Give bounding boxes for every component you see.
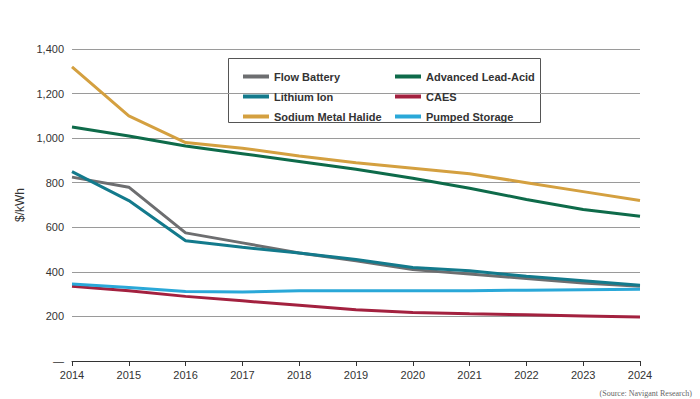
svg-text:Flow Battery: Flow Battery	[274, 71, 341, 83]
svg-text:Pumped Storage: Pumped Storage	[426, 111, 513, 123]
svg-text:Sodium Metal Halide: Sodium Metal Halide	[274, 111, 382, 123]
svg-text:2017: 2017	[230, 369, 254, 381]
svg-text:$/kWh: $/kWh	[13, 188, 27, 222]
svg-text:1,000: 1,000	[36, 132, 64, 144]
svg-text:(Source: Navigant Research): (Source: Navigant Research)	[600, 389, 693, 398]
svg-text:2022: 2022	[514, 369, 538, 381]
svg-text:Advanced Lead-Acid: Advanced Lead-Acid	[426, 71, 535, 83]
svg-text:—: —	[53, 355, 64, 367]
svg-text:Lithium Ion: Lithium Ion	[274, 91, 334, 103]
svg-text:2018: 2018	[287, 369, 311, 381]
svg-text:2024: 2024	[628, 369, 652, 381]
svg-text:2023: 2023	[571, 369, 595, 381]
svg-text:400: 400	[46, 266, 64, 278]
svg-text:2014: 2014	[60, 369, 84, 381]
svg-text:600: 600	[46, 221, 64, 233]
svg-text:200: 200	[46, 310, 64, 322]
svg-text:2016: 2016	[173, 369, 197, 381]
svg-text:CAES: CAES	[426, 91, 457, 103]
svg-text:800: 800	[46, 177, 64, 189]
svg-text:2015: 2015	[117, 369, 141, 381]
svg-text:2020: 2020	[401, 369, 425, 381]
svg-text:1,200: 1,200	[36, 88, 64, 100]
svg-text:1,400: 1,400	[36, 43, 64, 55]
svg-text:2019: 2019	[344, 369, 368, 381]
svg-text:2021: 2021	[457, 369, 481, 381]
